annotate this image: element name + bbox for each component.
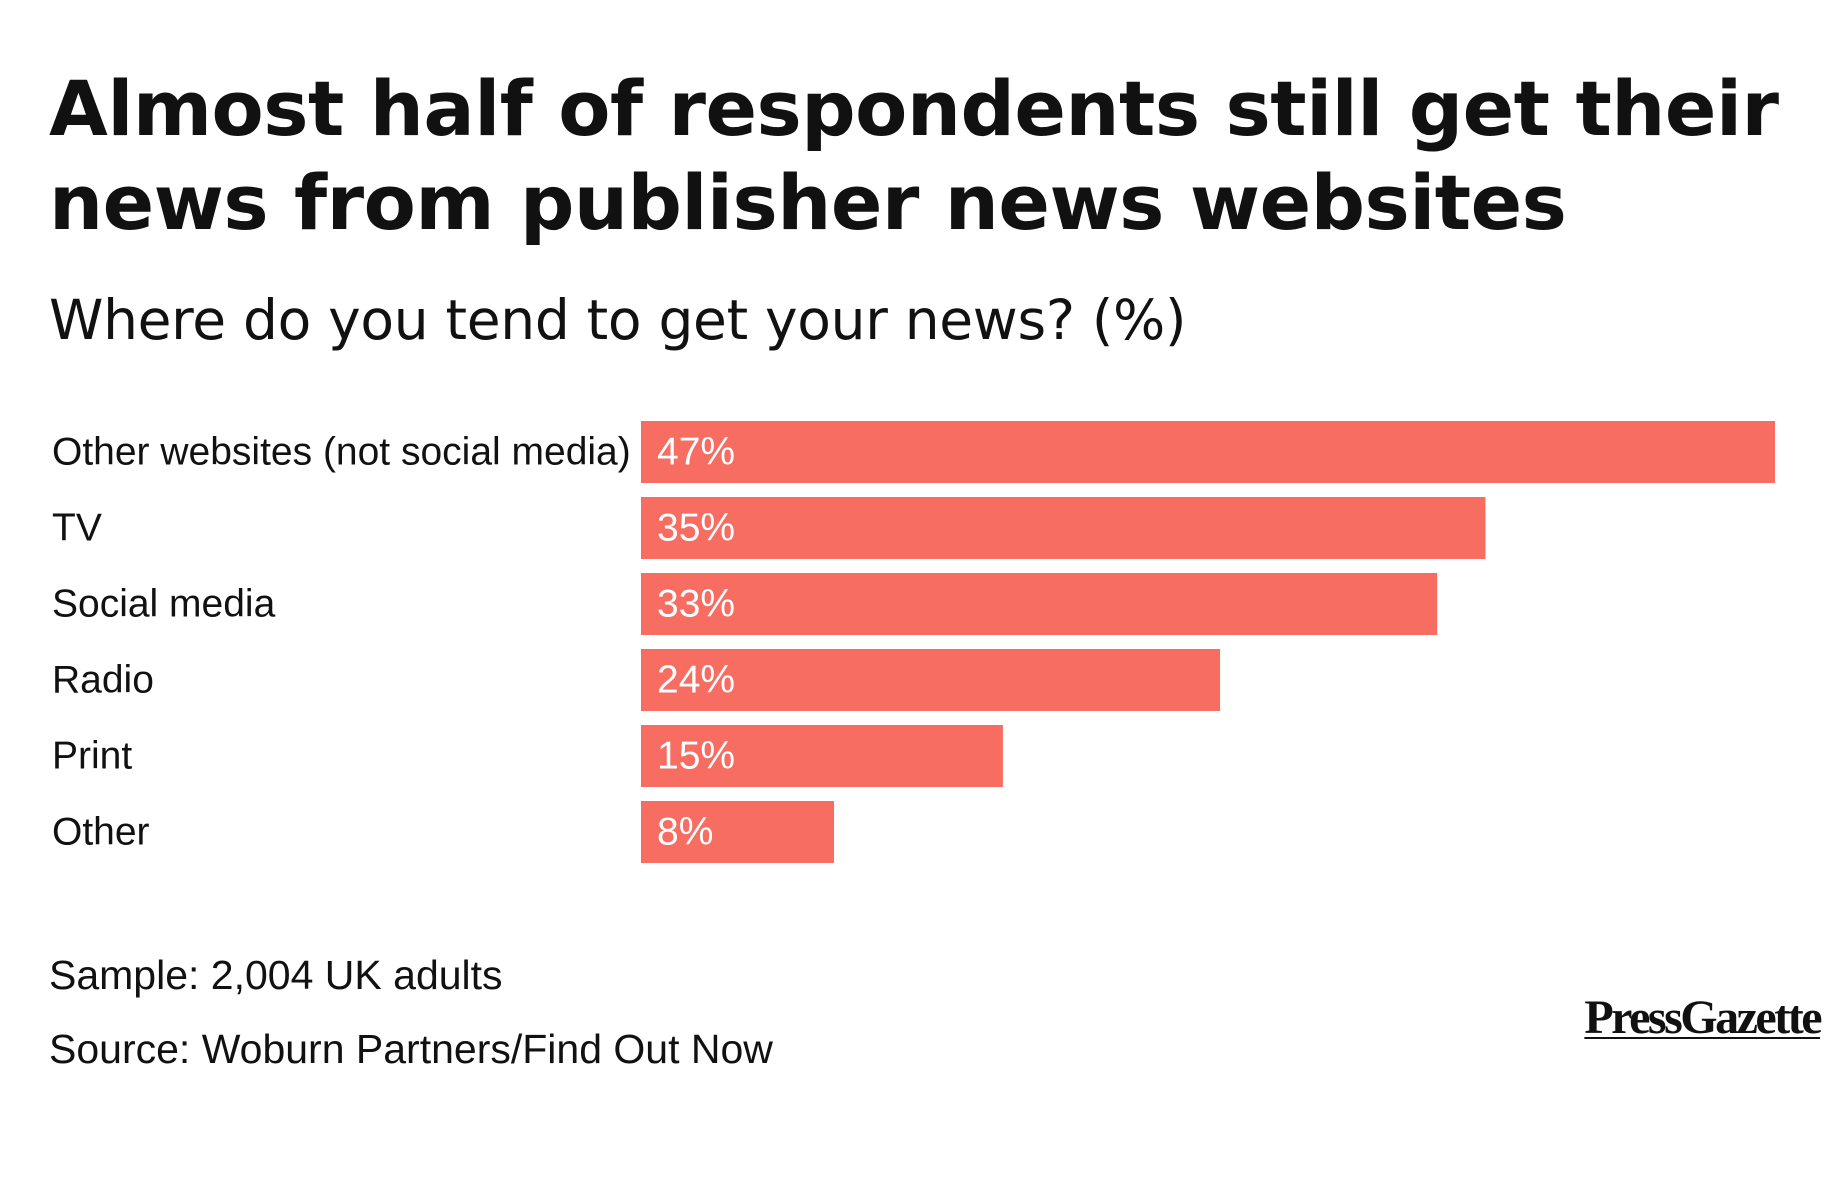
category-label-0: Other websites (not social media) (52, 431, 631, 474)
source-note: Source: Woburn Partners/Find Out Now (49, 1026, 773, 1072)
sample-note: Sample: 2,004 UK adults (49, 952, 503, 998)
bar-4 (641, 725, 1003, 787)
chart-title: Almost half of respondents still get the… (49, 64, 1779, 247)
chart-subtitle: Where do you tend to get your news? (%) (49, 288, 1187, 352)
category-label-4: Print (52, 735, 132, 778)
press-gazette-logo: PressGazette (1584, 991, 1822, 1044)
bars-group: Other websites (not social media) 47% TV 35… (52, 421, 1775, 863)
value-label-2: 33% (657, 583, 735, 626)
value-label-3: 24% (657, 659, 735, 702)
value-label-4: 15% (657, 735, 735, 778)
bar-3 (641, 649, 1221, 711)
bar-0 (641, 421, 1775, 483)
bar-5 (641, 801, 835, 863)
bar-2 (641, 573, 1438, 635)
bar-1 (641, 497, 1486, 559)
value-label-5: 8% (657, 811, 713, 854)
category-label-3: Radio (52, 659, 154, 702)
value-label-0: 47% (657, 431, 735, 474)
category-label-2: Social media (52, 583, 276, 626)
value-label-1: 35% (657, 507, 735, 550)
category-label-5: Other (52, 811, 150, 854)
category-label-1: TV (52, 507, 102, 550)
